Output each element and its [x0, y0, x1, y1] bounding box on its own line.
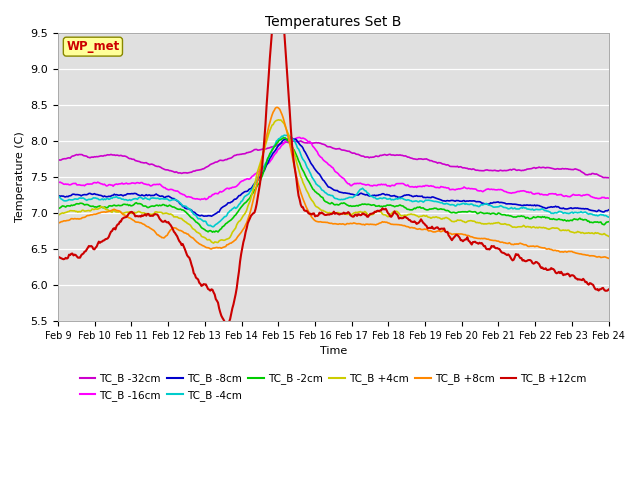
TC_B -8cm — [594, 208, 602, 214]
TC_B -2cm — [594, 219, 602, 225]
TC_B -16cm — [318, 155, 326, 160]
TC_B -16cm — [296, 134, 303, 140]
TC_B -16cm — [196, 197, 204, 203]
TC_B -16cm — [508, 191, 515, 196]
Line: TC_B -32cm: TC_B -32cm — [58, 141, 609, 178]
TC_B +12cm — [355, 211, 362, 217]
TC_B -32cm — [297, 138, 305, 144]
TC_B -8cm — [508, 201, 515, 207]
TC_B +12cm — [223, 323, 230, 329]
TC_B +8cm — [320, 219, 328, 225]
TC_B -8cm — [355, 192, 362, 198]
TC_B -4cm — [280, 132, 288, 138]
TC_B -2cm — [508, 213, 515, 219]
TC_B -8cm — [384, 192, 392, 198]
TC_B +8cm — [506, 240, 514, 246]
TC_B -4cm — [605, 214, 612, 220]
TC_B +4cm — [275, 117, 282, 123]
TC_B -4cm — [508, 204, 515, 210]
TC_B -32cm — [506, 167, 514, 172]
TC_B +8cm — [593, 254, 600, 260]
TC_B +4cm — [605, 233, 612, 239]
TC_B -16cm — [594, 195, 602, 201]
Legend: TC_B -32cm, TC_B -16cm, TC_B -8cm, TC_B -4cm, TC_B -2cm, TC_B +4cm, TC_B +8cm, T: TC_B -32cm, TC_B -16cm, TC_B -8cm, TC_B … — [76, 370, 591, 405]
TC_B -2cm — [321, 198, 329, 204]
Line: TC_B +12cm: TC_B +12cm — [58, 0, 609, 326]
TC_B -8cm — [287, 135, 294, 141]
TC_B -32cm — [605, 175, 612, 180]
TC_B -2cm — [54, 205, 62, 211]
TC_B -2cm — [384, 202, 392, 208]
TC_B -8cm — [207, 214, 215, 219]
TC_B +12cm — [605, 287, 612, 292]
TC_B -8cm — [321, 180, 329, 185]
TC_B -4cm — [321, 190, 329, 195]
TC_B -2cm — [355, 203, 362, 209]
X-axis label: Time: Time — [319, 346, 347, 356]
TC_B +4cm — [384, 214, 392, 219]
TC_B +12cm — [508, 256, 515, 262]
Y-axis label: Temperature (C): Temperature (C) — [15, 132, 25, 222]
TC_B -16cm — [321, 158, 329, 164]
TC_B -32cm — [317, 141, 324, 146]
TC_B -4cm — [318, 187, 326, 193]
TC_B +12cm — [594, 286, 602, 292]
TC_B +8cm — [54, 221, 62, 227]
TC_B -16cm — [384, 183, 392, 189]
TC_B +4cm — [54, 212, 62, 218]
TC_B -2cm — [209, 229, 216, 235]
TC_B +8cm — [317, 219, 324, 225]
Line: TC_B +8cm: TC_B +8cm — [58, 108, 609, 258]
TC_B -4cm — [355, 189, 362, 195]
TC_B -2cm — [318, 194, 326, 200]
TC_B -4cm — [594, 213, 602, 219]
TC_B -2cm — [280, 135, 288, 141]
TC_B +4cm — [355, 209, 362, 215]
TC_B -32cm — [320, 142, 328, 147]
Line: TC_B -4cm: TC_B -4cm — [58, 135, 609, 227]
TC_B -8cm — [605, 207, 612, 213]
TC_B -4cm — [210, 224, 218, 229]
TC_B +12cm — [54, 255, 62, 261]
TC_B +4cm — [594, 230, 602, 236]
TC_B -4cm — [54, 193, 62, 199]
TC_B -4cm — [384, 196, 392, 202]
TC_B -32cm — [353, 152, 361, 157]
TC_B -2cm — [605, 219, 612, 225]
TC_B -32cm — [54, 158, 62, 164]
TC_B +4cm — [318, 208, 326, 214]
TC_B -16cm — [605, 195, 612, 201]
Line: TC_B -2cm: TC_B -2cm — [58, 138, 609, 232]
TC_B +4cm — [321, 209, 329, 215]
TC_B +8cm — [383, 219, 390, 225]
TC_B +4cm — [210, 240, 218, 246]
Line: TC_B -16cm: TC_B -16cm — [58, 137, 609, 200]
TC_B -16cm — [355, 180, 362, 186]
Line: TC_B -8cm: TC_B -8cm — [58, 138, 609, 216]
TC_B +8cm — [605, 255, 612, 261]
Line: TC_B +4cm: TC_B +4cm — [58, 120, 609, 243]
TC_B +8cm — [273, 105, 280, 110]
TC_B -32cm — [383, 152, 390, 158]
TC_B +12cm — [318, 210, 326, 216]
TC_B -16cm — [54, 180, 62, 185]
Title: Temperatures Set B: Temperatures Set B — [265, 15, 401, 29]
TC_B -8cm — [318, 175, 326, 181]
TC_B +8cm — [353, 221, 361, 227]
TC_B -8cm — [54, 193, 62, 199]
Text: WP_met: WP_met — [67, 40, 120, 53]
TC_B +12cm — [321, 212, 329, 218]
TC_B +4cm — [508, 223, 515, 229]
TC_B -32cm — [593, 171, 600, 177]
TC_B +12cm — [384, 210, 392, 216]
